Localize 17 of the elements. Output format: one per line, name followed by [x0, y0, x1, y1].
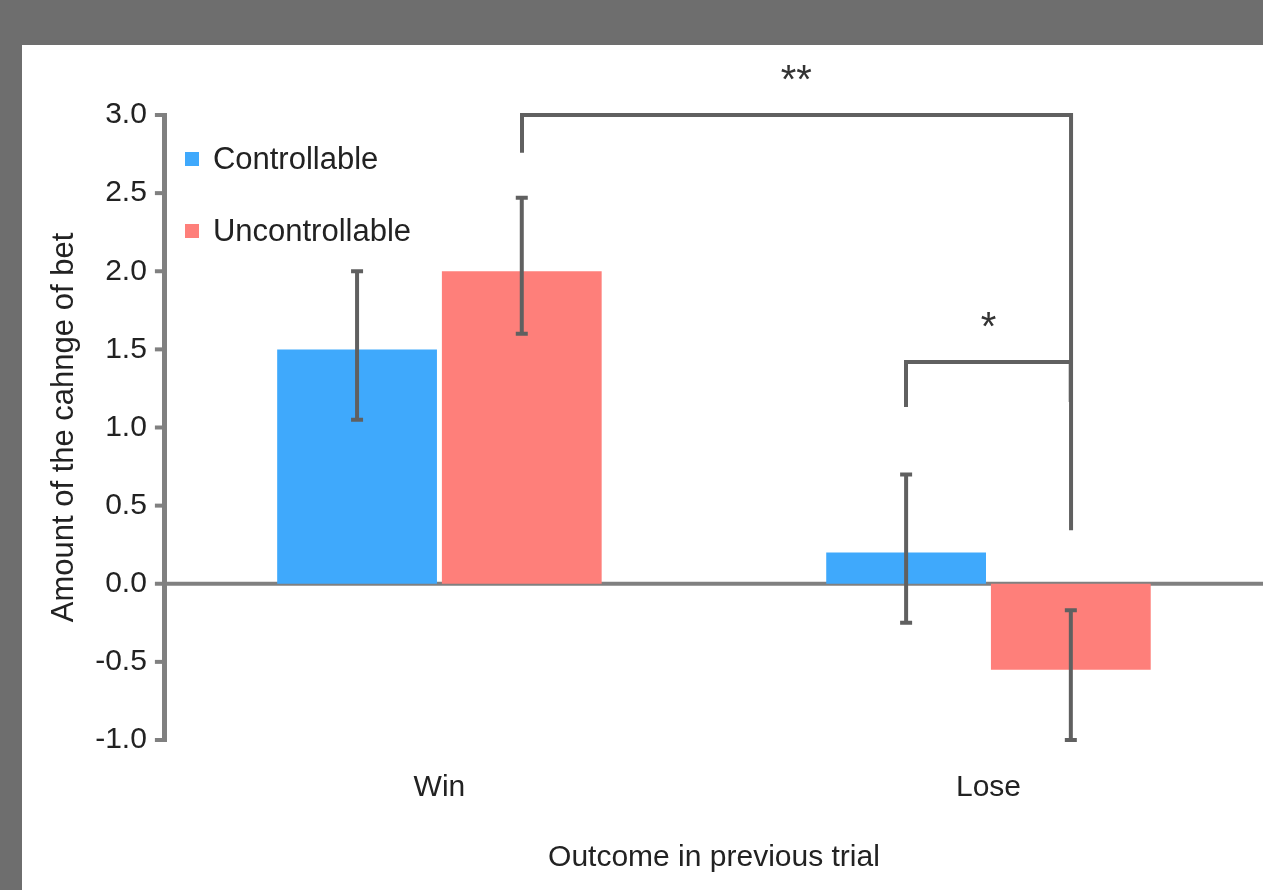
y-tick-label: 1.5: [105, 330, 147, 364]
legend-label: Uncontrollable: [212, 213, 412, 249]
legend-label: Controllable: [212, 141, 379, 177]
x-tick-label: Lose: [955, 769, 1021, 803]
y-tick-label: -1.0: [95, 721, 147, 755]
y-tick-label: -0.5: [95, 643, 147, 677]
y-tick-label: 0.0: [105, 565, 147, 599]
y-tick-label: 1.0: [105, 408, 147, 442]
y-tick-label: 2.0: [105, 252, 147, 286]
y-tick-label: 3.0: [105, 96, 147, 130]
annotation: *: [979, 304, 998, 350]
y-tick-label: 0.5: [105, 486, 147, 520]
x-tick-label: Win: [413, 769, 466, 803]
y-tick-label: 2.5: [105, 174, 147, 208]
y-axis-title: Amount of the cahnge of bet: [45, 232, 81, 623]
x-axis-title: Outcome in previous trial: [548, 839, 880, 873]
text: **: [779, 57, 813, 102]
